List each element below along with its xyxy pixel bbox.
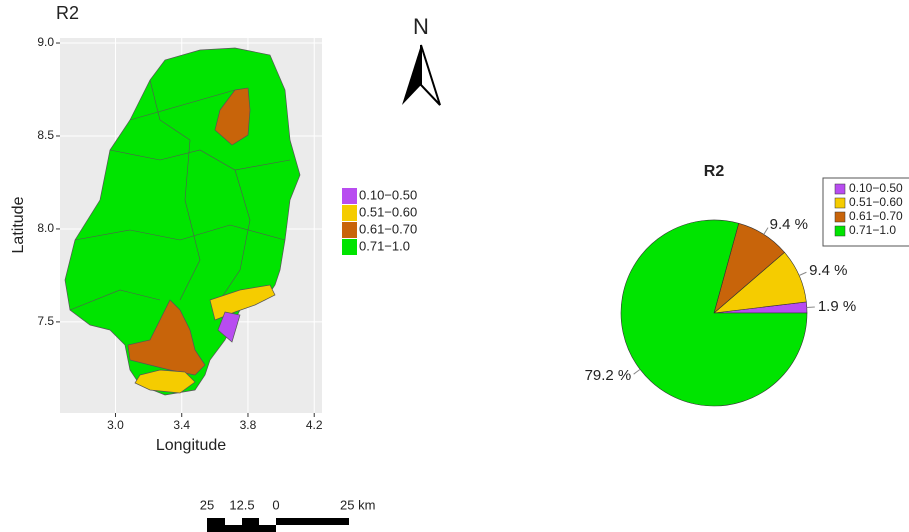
y-tick-label: 7.5 — [37, 314, 54, 328]
pie-slice — [620, 219, 808, 407]
legend-label: 0.51−0.60 — [849, 195, 903, 209]
boundary — [149, 79, 201, 301]
scale-segment — [259, 518, 276, 525]
boundary — [109, 149, 291, 171]
regions — [64, 47, 301, 396]
region — [217, 311, 241, 343]
legend-swatch — [834, 225, 846, 237]
boundary — [219, 169, 251, 301]
pie-title: R2 — [704, 163, 725, 180]
y-tick-label: 8.5 — [37, 128, 54, 142]
legend-label: 0.10−0.50 — [849, 181, 903, 195]
leader-line — [633, 368, 641, 375]
scale-label: 25 — [200, 497, 214, 512]
y-tick-label: 9.0 — [37, 35, 54, 49]
legend-label: 0.61−0.70 — [359, 221, 417, 236]
legend-swatch — [342, 222, 357, 238]
map-legend: 0.10−0.50 0.51−0.60 0.61−0.70 0.71−1.0 — [342, 187, 417, 255]
legend-swatch — [342, 188, 357, 204]
pie-label: 1.9 % — [818, 298, 856, 315]
region — [214, 87, 251, 146]
y-axis-label: Latitude — [10, 196, 27, 253]
map-title: R2 — [56, 3, 79, 23]
legend-label: 0.61−0.70 — [849, 209, 903, 223]
legend-swatch — [342, 239, 357, 255]
pie-label: 9.4 % — [770, 216, 808, 233]
scale-segment — [225, 518, 242, 525]
scale-segment — [276, 525, 349, 532]
legend-swatch — [834, 183, 846, 195]
legend-label: 0.51−0.60 — [359, 204, 417, 219]
pie-label: 9.4 % — [809, 262, 847, 279]
pie: 1.9 % 9.4 % 9.4 % 79.2 % — [585, 216, 856, 407]
pie-legend: 0.10−0.500.51−0.600.61−0.700.71−1.0 — [834, 181, 903, 237]
north-arrow — [420, 44, 441, 106]
north-arrow — [402, 45, 421, 105]
x-tick-label: 3.4 — [173, 418, 190, 432]
x-tick-label: 3.0 — [107, 418, 124, 432]
north-label: N — [413, 14, 429, 39]
region — [209, 284, 276, 321]
x-axis-label: Longitude — [156, 437, 226, 454]
legend-label: 0.71−1.0 — [359, 238, 410, 253]
region — [134, 369, 196, 394]
x-tick-label: 3.8 — [240, 418, 257, 432]
scale-bar: 25 12.5 0 25 km — [200, 497, 375, 532]
boundary — [74, 224, 286, 241]
boundary — [129, 89, 236, 121]
y-tick-label: 8.0 — [37, 221, 54, 235]
scale-label: 25 km — [340, 497, 375, 512]
scale-label: 12.5 — [229, 497, 254, 512]
legend-swatch — [834, 197, 846, 209]
leader-line — [798, 271, 807, 276]
scale-label: 0 — [272, 497, 279, 512]
boundary — [69, 289, 161, 311]
legend-label: 0.10−0.50 — [359, 187, 417, 202]
x-tick-label: 4.2 — [306, 418, 323, 432]
legend-swatch — [342, 205, 357, 221]
legend-label: 0.71−1.0 — [849, 223, 896, 237]
pie-label: 79.2 % — [585, 367, 632, 384]
region — [127, 299, 206, 376]
legend-swatch — [834, 211, 846, 223]
leader-line — [763, 227, 769, 235]
